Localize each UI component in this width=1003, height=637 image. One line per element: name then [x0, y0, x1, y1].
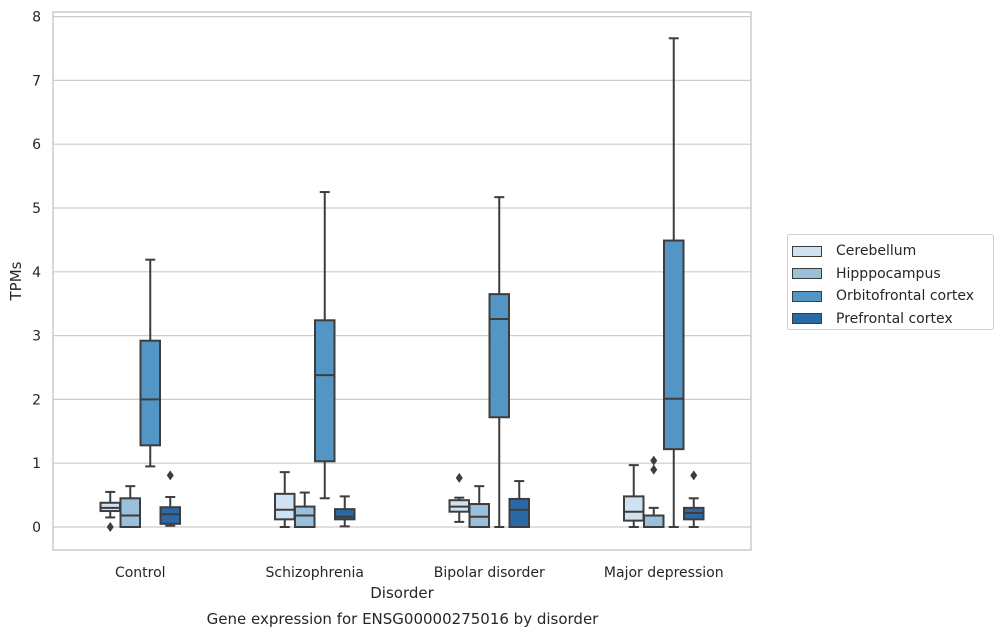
- box: [334, 508, 356, 521]
- y-tick-label: 8: [32, 10, 41, 26]
- outlier-point: [166, 470, 174, 481]
- y-tick-label: 5: [32, 201, 41, 217]
- y-tick-label: 0: [32, 520, 41, 536]
- legend-swatch-cerebellum: [792, 245, 822, 257]
- box: [139, 339, 161, 447]
- box: [643, 514, 665, 528]
- y-tick-label: 6: [32, 137, 41, 153]
- legend-swatch-prefrontal-cortex: [792, 313, 822, 325]
- box: [274, 492, 296, 521]
- outlier-point: [650, 455, 658, 466]
- outlier-point: [455, 472, 463, 483]
- y-tick-label: 3: [32, 329, 41, 345]
- box: [508, 497, 530, 529]
- x-axis-label: Disorder: [370, 584, 434, 602]
- x-tick-label: Major depression: [604, 565, 724, 581]
- outlier-point: [650, 464, 658, 475]
- outlier-point: [106, 522, 114, 532]
- y-tick-label: 1: [32, 456, 41, 472]
- box: [488, 293, 510, 419]
- legend-item-prefrontal-cortex: Prefrontal cortex: [792, 308, 993, 331]
- legend-swatch-orbitofrontal-cortex: [792, 290, 822, 302]
- figure-caption: Gene expression for ENSG00000275016 by d…: [206, 610, 599, 628]
- legend-swatch-hippocampus: [792, 268, 822, 280]
- legend-label: Hipppocampus: [836, 265, 941, 282]
- y-tick-label: 4: [32, 265, 41, 281]
- box: [294, 505, 316, 529]
- x-tick-label: Schizophrenia: [266, 565, 364, 581]
- box: [119, 497, 141, 529]
- legend: Cerebellum Hipppocampus Orbitofrontal co…: [787, 234, 994, 330]
- box: [663, 239, 685, 451]
- legend-item-orbitofrontal-cortex: Orbitofrontal cortex: [792, 285, 993, 308]
- box: [468, 503, 490, 529]
- box: [623, 495, 645, 522]
- x-tick-label: Bipolar disorder: [434, 565, 545, 581]
- legend-item-hippocampus: Hipppocampus: [792, 263, 993, 286]
- x-tick-label: Control: [115, 565, 166, 581]
- box: [314, 319, 336, 463]
- box: [159, 506, 181, 525]
- y-axis-label: TPMs: [7, 261, 25, 301]
- y-tick-label: 2: [32, 392, 41, 408]
- y-tick-label: 7: [32, 73, 41, 89]
- legend-label: Orbitofrontal cortex: [836, 288, 974, 305]
- legend-item-cerebellum: Cerebellum: [792, 240, 993, 263]
- legend-label: Prefrontal cortex: [836, 310, 953, 327]
- plot-area: [52, 11, 752, 551]
- legend-label: Cerebellum: [836, 243, 917, 260]
- outlier-point: [690, 470, 698, 481]
